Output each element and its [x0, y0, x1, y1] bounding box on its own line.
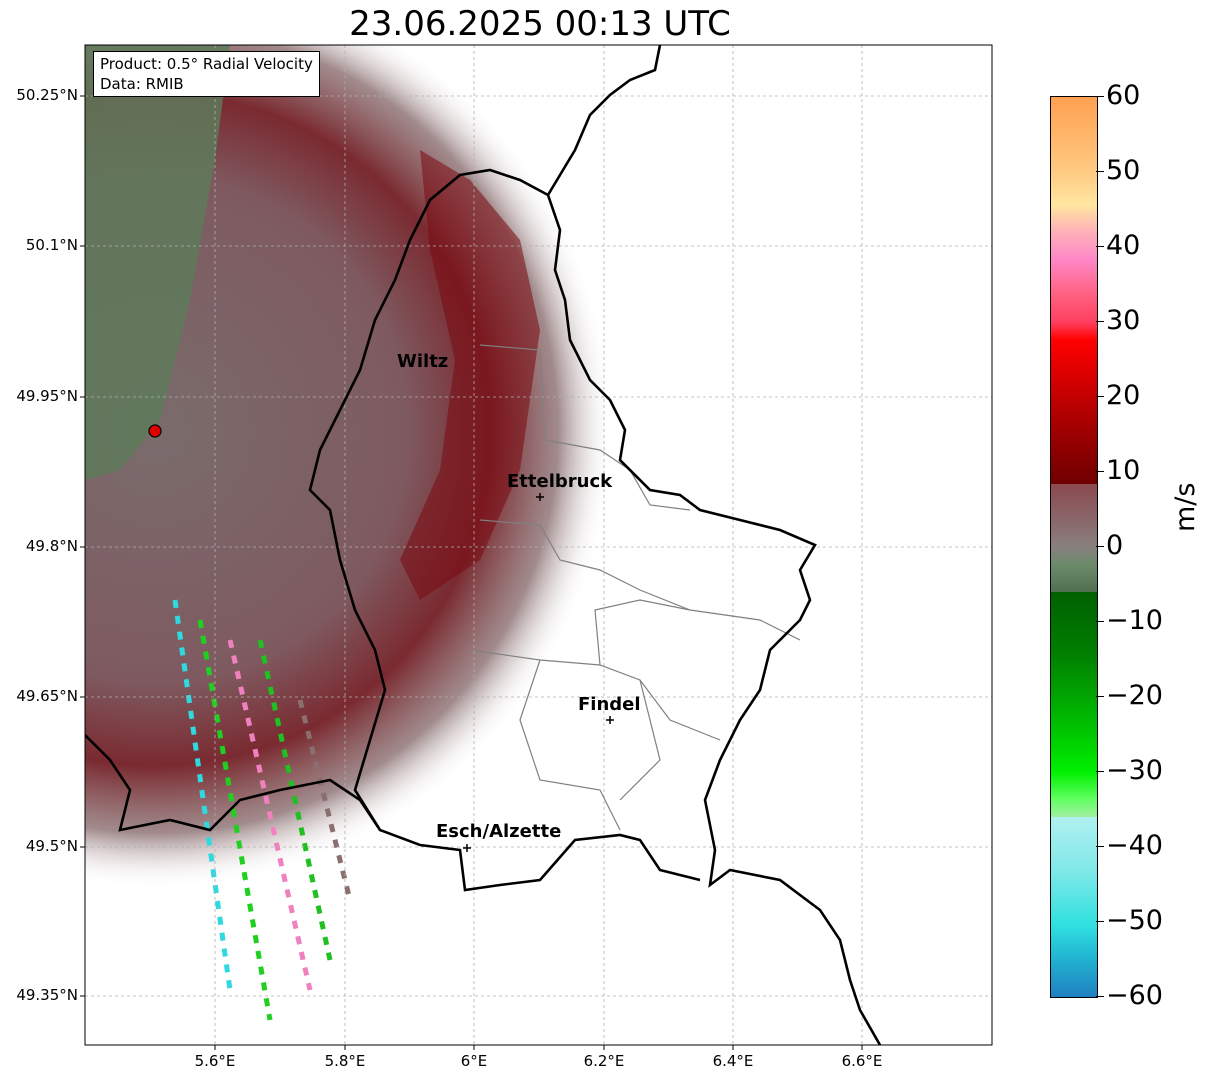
- colorbar-tick-label: 0: [1106, 530, 1124, 561]
- data-source-label: Data: RMIB: [100, 75, 184, 93]
- city-label-ettelbruck: Ettelbruck: [507, 471, 613, 492]
- colorbar: [1050, 96, 1098, 998]
- red-band: [400, 150, 540, 600]
- colorbar-tick-label: −60: [1106, 980, 1163, 1011]
- lon-label: 6.2°E: [583, 1052, 625, 1070]
- colorbar-tick-label: −30: [1106, 755, 1163, 786]
- lon-label: 6°E: [460, 1052, 488, 1070]
- lon-label: 5.6°E: [194, 1052, 236, 1070]
- lat-label: 50.25°N: [16, 86, 78, 104]
- lat-label: 49.95°N: [16, 387, 78, 405]
- colorbar-tick-label: 20: [1106, 380, 1141, 411]
- lat-label: 49.8°N: [25, 537, 78, 555]
- lon-label: 6.4°E: [712, 1052, 754, 1070]
- streaks: [172, 599, 353, 1021]
- lon-label: 5.8°E: [324, 1052, 366, 1070]
- colorbar-tick-label: 60: [1106, 80, 1141, 111]
- city-label-findel: Findel: [578, 694, 641, 715]
- map-frame: [84, 44, 993, 1046]
- colorbar-tick-label: 30: [1106, 305, 1141, 336]
- info-box: Product: 0.5° Radial Velocity Data: RMIB: [93, 51, 320, 97]
- lat-label: 49.65°N: [16, 687, 78, 705]
- colorbar-tick-label: −50: [1106, 905, 1163, 936]
- colorbar-tick-label: 40: [1106, 230, 1141, 261]
- colorbar-unit-label: m/s: [1170, 482, 1201, 532]
- city-markers: [463, 493, 614, 852]
- city-label-esch-alzette: Esch/Alzette: [436, 821, 562, 842]
- colorbar-tick-label: 10: [1106, 455, 1141, 486]
- colorbar-tick-label: −40: [1106, 830, 1163, 861]
- canton-borders: [469, 344, 801, 831]
- lon-label: 6.6°E: [841, 1052, 883, 1070]
- green-echo-west: [85, 45, 230, 480]
- product-label: Product: 0.5° Radial Velocity: [100, 55, 313, 73]
- lat-label: 49.35°N: [16, 986, 78, 1004]
- colorbar-tick-label: 50: [1106, 155, 1141, 186]
- colorbar-tick-label: −20: [1106, 680, 1163, 711]
- radar-site-marker: [148, 424, 162, 438]
- city-label-wiltz: Wiltz: [397, 351, 449, 372]
- country-border: [85, 45, 882, 1045]
- map-title: 23.06.2025 00:13 UTC: [349, 4, 731, 44]
- colorbar-tick-label: −10: [1106, 605, 1163, 636]
- lat-label: 49.5°N: [25, 837, 78, 855]
- lat-label: 50.1°N: [25, 236, 78, 254]
